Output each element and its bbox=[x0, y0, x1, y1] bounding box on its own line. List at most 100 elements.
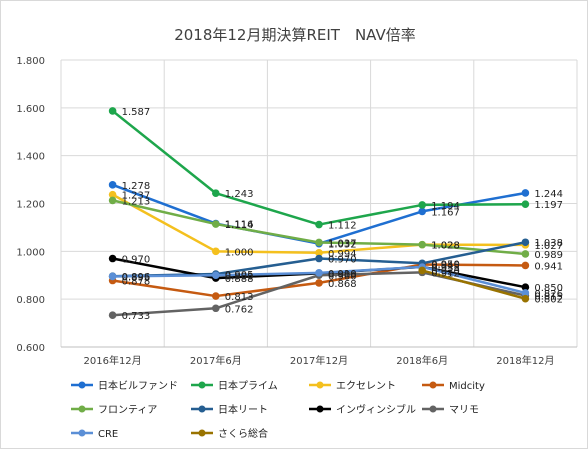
legend-label: 日本ビルファンド bbox=[98, 379, 178, 392]
data-label: 1.037 bbox=[328, 238, 357, 249]
data-point bbox=[521, 294, 530, 303]
data-label: 0.762 bbox=[225, 304, 254, 315]
data-label: 0.813 bbox=[225, 292, 254, 303]
data-label: 0.905 bbox=[225, 270, 254, 281]
data-point bbox=[315, 269, 323, 277]
data-point bbox=[315, 254, 323, 263]
y-tick-label: 0.800 bbox=[16, 295, 45, 306]
data-label: 1.116 bbox=[225, 220, 254, 231]
x-axis: 2016年12月 2017年6月 2017年12月 2018年6月 2018年12月 bbox=[61, 346, 577, 367]
legend-marker bbox=[316, 381, 324, 389]
legend-marker bbox=[198, 429, 206, 437]
data-point bbox=[212, 220, 220, 228]
data-point bbox=[521, 289, 530, 297]
data-label: 0.994 bbox=[328, 249, 357, 260]
legend-marker bbox=[316, 405, 324, 413]
data-label: 0.912 bbox=[431, 268, 460, 279]
data-label: 0.878 bbox=[122, 277, 151, 288]
legend-marker bbox=[78, 405, 86, 413]
data-point bbox=[521, 238, 530, 247]
y-tick-label: 1.000 bbox=[16, 247, 45, 258]
data-label: 1.028 bbox=[431, 241, 460, 252]
data-label: 1.000 bbox=[225, 247, 254, 258]
data-point bbox=[521, 283, 530, 292]
data-point bbox=[108, 196, 117, 205]
data-point bbox=[315, 279, 323, 287]
data-point bbox=[212, 271, 220, 280]
data-point bbox=[521, 261, 530, 270]
data-point bbox=[212, 247, 220, 256]
data-point bbox=[212, 189, 220, 198]
data-label: 0.970 bbox=[122, 255, 151, 266]
legend-marker bbox=[78, 381, 86, 389]
data-point bbox=[315, 248, 323, 257]
data-point bbox=[315, 238, 323, 247]
data-label: 1.112 bbox=[328, 221, 357, 232]
data-label: 0.888 bbox=[225, 274, 254, 285]
data-point bbox=[108, 107, 117, 115]
data-label: 0.935 bbox=[431, 263, 460, 274]
data-label: 0.910 bbox=[328, 269, 357, 280]
data-point bbox=[108, 181, 117, 189]
legend-label: 日本リート bbox=[218, 403, 268, 416]
data-point bbox=[418, 240, 427, 249]
data-label: 1.027 bbox=[534, 241, 563, 252]
data-label: 1.197 bbox=[534, 200, 563, 211]
data-label: 1.038 bbox=[534, 238, 563, 249]
data-label: 0.950 bbox=[431, 259, 460, 270]
legend-marker bbox=[78, 429, 86, 437]
y-axis: 0.600 0.800 1.000 1.200 1.400 1.600 1.800 bbox=[16, 56, 45, 354]
data-point bbox=[521, 250, 530, 258]
legend-marker bbox=[198, 405, 206, 413]
data-label: 0.850 bbox=[534, 283, 563, 294]
data-label: 0.900 bbox=[225, 271, 254, 282]
data-point bbox=[108, 190, 117, 199]
data-label: 0.945 bbox=[431, 260, 460, 271]
data-label: 0.896 bbox=[122, 272, 151, 283]
y-tick-label: 1.800 bbox=[16, 56, 45, 67]
legend-label: さくら総合 bbox=[218, 427, 268, 440]
data-label: 0.908 bbox=[328, 269, 357, 280]
legend-marker bbox=[198, 381, 206, 389]
legend-marker bbox=[429, 381, 437, 389]
data-label: 0.989 bbox=[534, 250, 563, 261]
data-label: 0.900 bbox=[328, 271, 357, 282]
data-label: 0.802 bbox=[534, 295, 563, 306]
y-tick-label: 1.600 bbox=[16, 104, 45, 115]
x-tick-label: 2018年6月 bbox=[396, 354, 448, 367]
data-label: 1.194 bbox=[431, 201, 460, 212]
series-line bbox=[420, 269, 527, 300]
legend-marker bbox=[429, 405, 437, 413]
data-label: 0.868 bbox=[328, 279, 357, 290]
legend: 日本ビルファンド 日本プライム エクセレント Midcity フロンティア 日本リート イン… bbox=[71, 379, 485, 440]
data-label: 0.733 bbox=[122, 311, 151, 322]
data-point bbox=[212, 292, 220, 300]
data-point bbox=[212, 304, 220, 313]
data-label: 0.815 bbox=[534, 292, 563, 303]
legend-label: 日本プライム bbox=[218, 379, 278, 392]
y-tick-label: 1.200 bbox=[16, 200, 45, 211]
data-point bbox=[521, 200, 530, 209]
legend-label: CRE bbox=[98, 429, 118, 440]
data-label: 0.941 bbox=[534, 261, 563, 272]
legend-label: インヴィンシブル bbox=[336, 403, 416, 416]
x-tick-label: 2017年6月 bbox=[190, 354, 242, 367]
data-label: 0.826 bbox=[534, 289, 563, 300]
data-label: 1.167 bbox=[431, 207, 460, 218]
x-tick-label: 2016年12月 bbox=[84, 354, 142, 367]
legend-label: エクセレント bbox=[336, 380, 396, 392]
legend-label: マリモ bbox=[449, 405, 479, 416]
y-tick-label: 1.400 bbox=[16, 152, 45, 163]
data-label: 0.895 bbox=[122, 272, 151, 283]
data-label: 1.244 bbox=[534, 189, 563, 200]
data-point bbox=[521, 189, 530, 197]
data-label: 1.587 bbox=[122, 107, 151, 118]
gridlines bbox=[60, 59, 578, 348]
chart-title: 2018年12月期決算REIT NAV倍率 bbox=[174, 26, 416, 44]
y-tick-label: 0.600 bbox=[16, 343, 45, 354]
data-label: 1.278 bbox=[122, 181, 151, 192]
x-tick-label: 2017年12月 bbox=[290, 354, 348, 367]
data-point bbox=[418, 201, 427, 209]
